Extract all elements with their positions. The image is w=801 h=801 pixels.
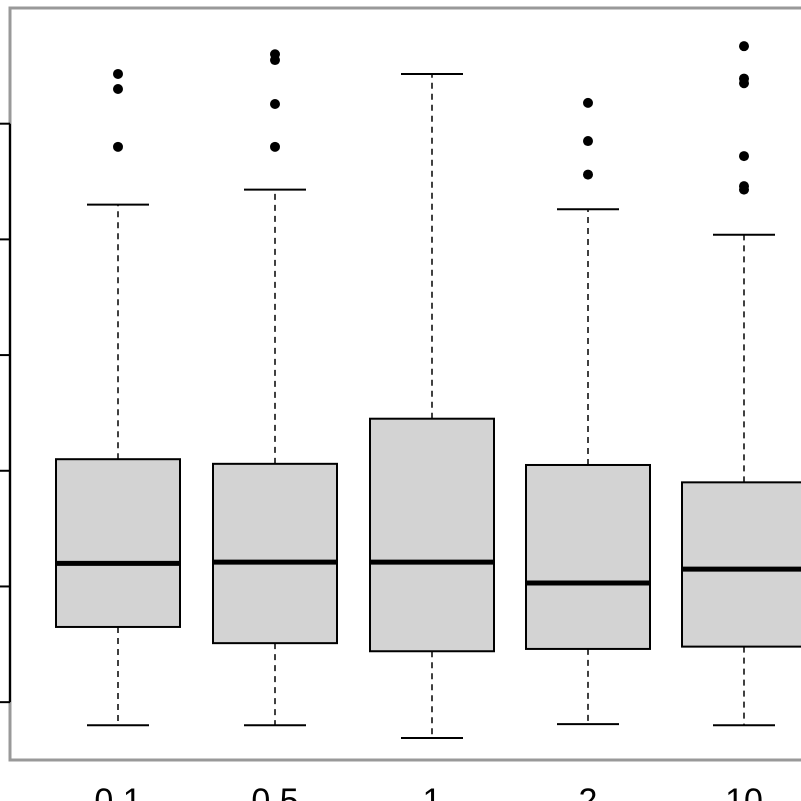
outlier-point: [583, 136, 593, 147]
outlier-point: [739, 73, 749, 84]
box-0-1: [55, 68, 181, 727]
iqr-box: [212, 462, 338, 645]
x-tick-label: 2: [579, 782, 598, 801]
x-tick-labels: 0.1 0.5 1 2 10: [94, 782, 763, 801]
box-0-5: [212, 49, 338, 727]
outlier-point: [113, 68, 123, 79]
iqr-box: [525, 463, 651, 650]
outlier-point: [113, 141, 123, 152]
outlier-point: [583, 169, 593, 180]
box-2: [525, 97, 651, 726]
outlier-point: [270, 141, 280, 152]
outlier-point: [270, 49, 280, 60]
x-tick-label: 10: [725, 782, 763, 801]
x-tick-label: 0.5: [251, 782, 298, 801]
box-10: [681, 41, 801, 727]
outlier-point: [113, 83, 123, 94]
outlier-point: [739, 151, 749, 162]
box-1: [369, 72, 495, 740]
iqr-box: [55, 458, 181, 628]
iqr-box: [681, 481, 801, 648]
x-tick-label: 1: [423, 782, 442, 801]
y-axis: [0, 122, 11, 704]
outlier-point: [739, 181, 749, 192]
outlier-point: [270, 99, 280, 110]
x-tick-label: 0.1: [94, 782, 141, 801]
outlier-point: [583, 97, 593, 108]
boxes-group: [55, 41, 801, 740]
iqr-box: [369, 417, 495, 653]
outlier-point: [739, 41, 749, 52]
